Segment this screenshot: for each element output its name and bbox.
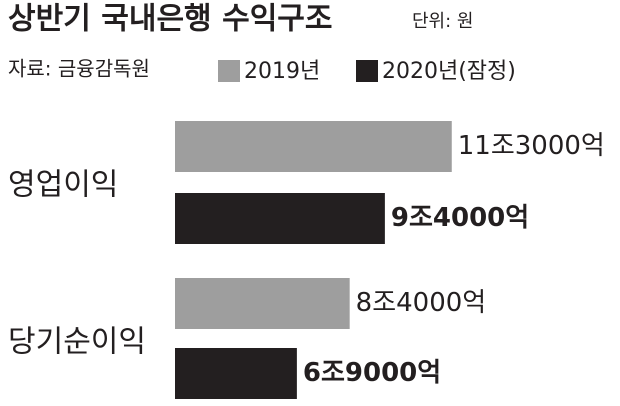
bar (175, 348, 297, 399)
source-note: 자료: 금융감독원 (8, 57, 150, 81)
value-label: 11조3000억 (458, 131, 605, 161)
value-label: 9조4000억 (391, 203, 529, 233)
legend-label: 2020년(잠정) (382, 59, 516, 84)
value-label: 8조4000억 (356, 288, 487, 318)
value-label: 6조9000억 (303, 358, 441, 388)
legend-label: 2019년 (244, 59, 320, 84)
chart-title: 상반기 국내은행 수익구조 (8, 2, 333, 37)
bar (175, 278, 350, 329)
legend-swatch (218, 60, 240, 82)
bar (175, 193, 385, 244)
bar (175, 121, 452, 172)
unit-note: 단위: 원 (412, 11, 473, 32)
category-label: 영업이익 (8, 168, 118, 203)
legend-swatch (356, 60, 378, 82)
category-label: 당기순이익 (8, 325, 146, 360)
